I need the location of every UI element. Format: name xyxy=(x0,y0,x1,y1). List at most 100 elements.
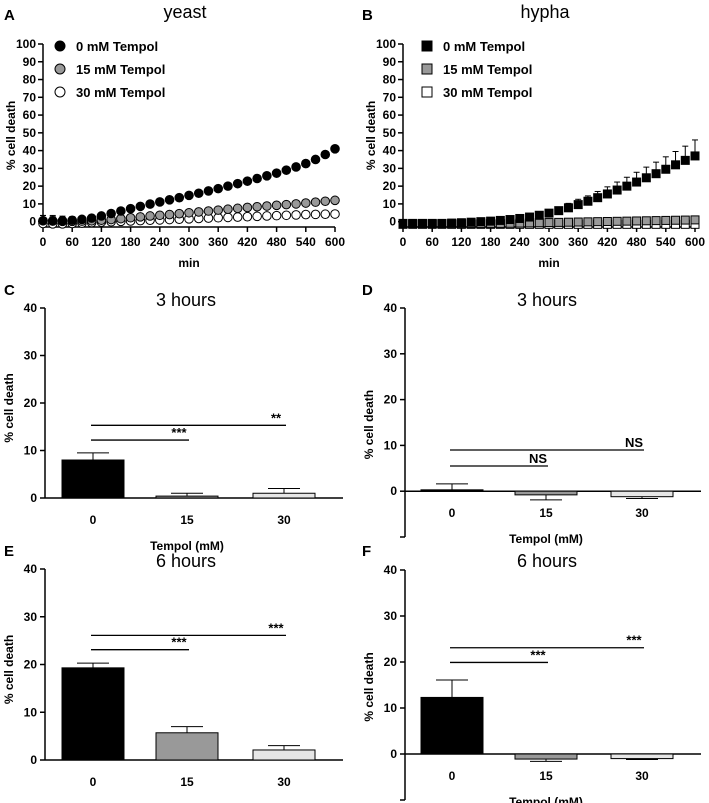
chart-title: 3 hours xyxy=(517,290,577,310)
chart-title: 6 hours xyxy=(156,551,216,571)
bar-30 xyxy=(252,749,316,761)
significance-label: *** xyxy=(268,620,284,635)
data-point xyxy=(301,209,311,220)
data-point xyxy=(213,205,223,215)
data-point xyxy=(223,204,233,215)
panel-label-B: B xyxy=(362,7,373,24)
y-axis-label: % cell death xyxy=(4,101,18,170)
data-point xyxy=(67,215,77,226)
y-tick-label: 20 xyxy=(24,396,38,410)
panel-label-E: E xyxy=(4,543,14,560)
data-point xyxy=(612,185,622,195)
data-point xyxy=(281,165,292,175)
data-point xyxy=(447,218,457,228)
data-point xyxy=(525,212,535,222)
x-tick-label: 0 xyxy=(400,235,407,249)
data-point xyxy=(193,207,204,217)
y-tick-label: 40 xyxy=(383,144,397,158)
x-tick-label: 240 xyxy=(150,235,170,249)
y-tick-label: 100 xyxy=(16,37,36,51)
y-tick-label: 70 xyxy=(23,90,37,104)
y-tick-label: 0 xyxy=(390,484,397,498)
data-point xyxy=(641,216,651,226)
y-axis-label: % cell death xyxy=(364,101,378,170)
legend-label: 0 mM Tempol xyxy=(443,39,525,54)
panel-label-C: C xyxy=(4,282,15,299)
data-point xyxy=(232,203,243,214)
x-axis-label: min xyxy=(178,256,199,270)
data-point xyxy=(145,211,155,221)
data-point xyxy=(242,211,253,222)
data-point xyxy=(77,214,87,225)
data-point xyxy=(651,169,661,179)
data-point xyxy=(242,202,253,213)
x-tick-label: 120 xyxy=(451,235,471,249)
x-tick-label: 600 xyxy=(685,235,705,249)
x-tick-label: 420 xyxy=(237,235,257,249)
y-tick-label: 0 xyxy=(389,215,396,229)
series-0-mm-tempol xyxy=(398,139,700,228)
x-tick-label: 30 xyxy=(277,775,291,789)
data-point xyxy=(515,213,525,223)
data-point xyxy=(155,197,165,207)
data-point xyxy=(301,198,311,208)
data-point xyxy=(622,216,632,226)
y-tick-label: 30 xyxy=(23,161,37,175)
y-tick-label: 0 xyxy=(29,215,36,229)
data-point xyxy=(232,212,243,222)
data-point xyxy=(223,181,233,191)
x-axis-label: min xyxy=(538,256,559,270)
y-tick-label: 30 xyxy=(384,609,398,623)
data-point xyxy=(330,209,340,219)
x-tick-label: 180 xyxy=(121,235,141,249)
x-tick-label: 600 xyxy=(325,235,345,249)
bar-30 xyxy=(252,492,316,499)
data-point xyxy=(310,209,321,220)
y-tick-label: 10 xyxy=(23,197,37,211)
significance-label: ** xyxy=(271,410,282,425)
y-tick-label: 30 xyxy=(383,161,397,175)
data-point xyxy=(437,218,447,228)
data-point xyxy=(252,201,262,212)
y-tick-label: 60 xyxy=(23,108,37,122)
significance-label: NS xyxy=(625,435,643,450)
data-point xyxy=(632,177,642,187)
y-tick-label: 50 xyxy=(383,126,397,140)
data-point xyxy=(47,215,58,226)
data-point xyxy=(554,217,564,227)
bar-30 xyxy=(610,490,674,498)
data-point xyxy=(583,217,593,227)
data-point xyxy=(661,215,671,225)
data-point xyxy=(554,206,564,216)
y-tick-label: 90 xyxy=(23,55,37,69)
y-tick-label: 90 xyxy=(383,55,397,69)
data-point xyxy=(57,215,68,226)
data-point xyxy=(184,190,194,201)
data-point xyxy=(213,183,223,194)
panel-label-F: F xyxy=(362,543,371,560)
y-tick-label: 60 xyxy=(383,108,397,122)
data-point xyxy=(417,218,427,228)
y-tick-label: 80 xyxy=(383,73,397,87)
legend-label: 30 mM Tempol xyxy=(443,85,532,100)
data-point xyxy=(96,211,107,221)
x-tick-label: 60 xyxy=(66,235,80,249)
bar-0 xyxy=(61,459,125,499)
data-point xyxy=(544,208,554,218)
data-point xyxy=(281,210,292,221)
bar-0 xyxy=(420,696,484,755)
data-point xyxy=(320,209,331,220)
data-point xyxy=(301,158,311,169)
y-tick-label: 20 xyxy=(384,655,398,669)
legend-label: 0 mM Tempol xyxy=(76,39,158,54)
x-tick-label: 360 xyxy=(208,235,228,249)
y-tick-label: 50 xyxy=(23,126,37,140)
x-tick-label: 360 xyxy=(568,235,588,249)
x-tick-label: 0 xyxy=(449,506,456,520)
data-point xyxy=(573,217,583,227)
legend-marker xyxy=(54,86,66,98)
data-point xyxy=(116,206,126,216)
x-tick-label: 180 xyxy=(481,235,501,249)
y-tick-label: 10 xyxy=(383,197,397,211)
data-point xyxy=(320,149,331,160)
